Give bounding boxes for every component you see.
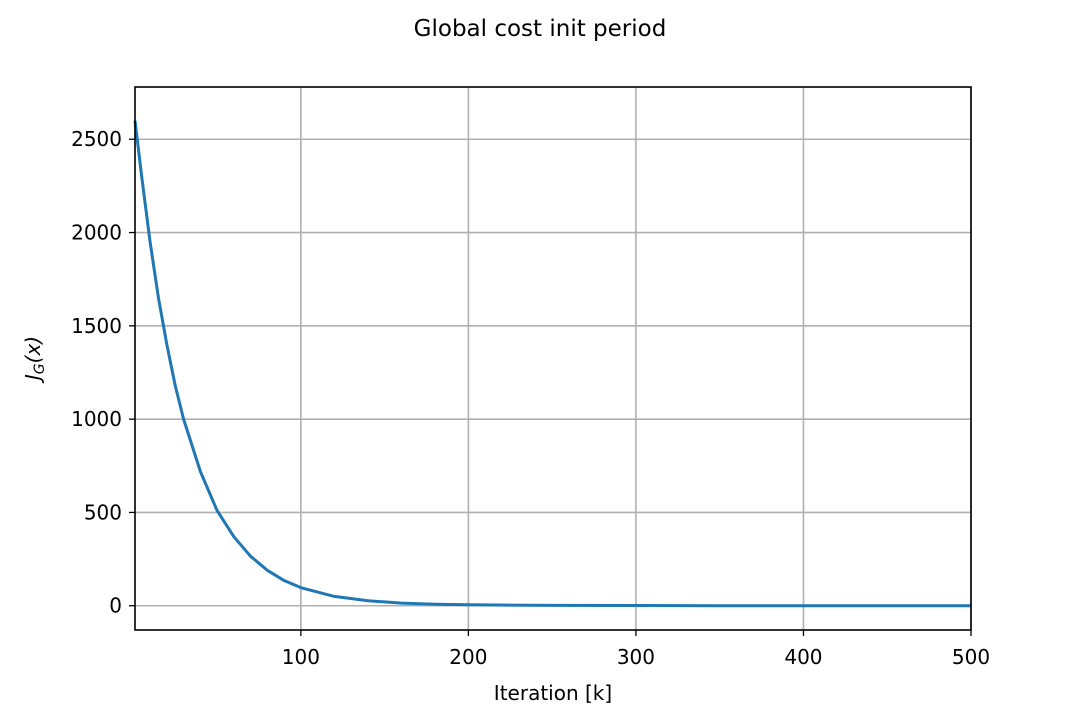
y-tick-label: 500 <box>84 500 122 524</box>
x-axis-label: Iteration [k] <box>494 681 612 705</box>
x-tick-label: 300 <box>617 645 655 669</box>
series-line <box>133 120 971 608</box>
x-tick-label: 500 <box>952 645 990 669</box>
y-tick-label: 1500 <box>71 314 122 338</box>
plot-frame <box>134 86 972 631</box>
y-tick-label: 0 <box>109 594 122 618</box>
x-tick-label: 200 <box>449 645 487 669</box>
y-axis-label: JG(x) <box>21 336 48 384</box>
y-tick-label: 1000 <box>71 407 122 431</box>
y-axis-label-main: J <box>21 374 45 384</box>
x-tick-label: 400 <box>784 645 822 669</box>
x-axis: 100 200 300 400 500 <box>282 630 990 669</box>
y-tick-label: 2500 <box>71 127 122 151</box>
y-axis-label-subscript: G <box>32 363 48 374</box>
x-tick-label: 100 <box>282 645 320 669</box>
y-axis-label-argument: (x) <box>21 336 45 363</box>
y-tick-label: 2000 <box>71 221 122 245</box>
series-layer <box>133 120 971 608</box>
y-axis: 0 500 1000 1500 2000 2500 <box>71 127 135 618</box>
chart-title: Global cost init period <box>414 16 667 42</box>
